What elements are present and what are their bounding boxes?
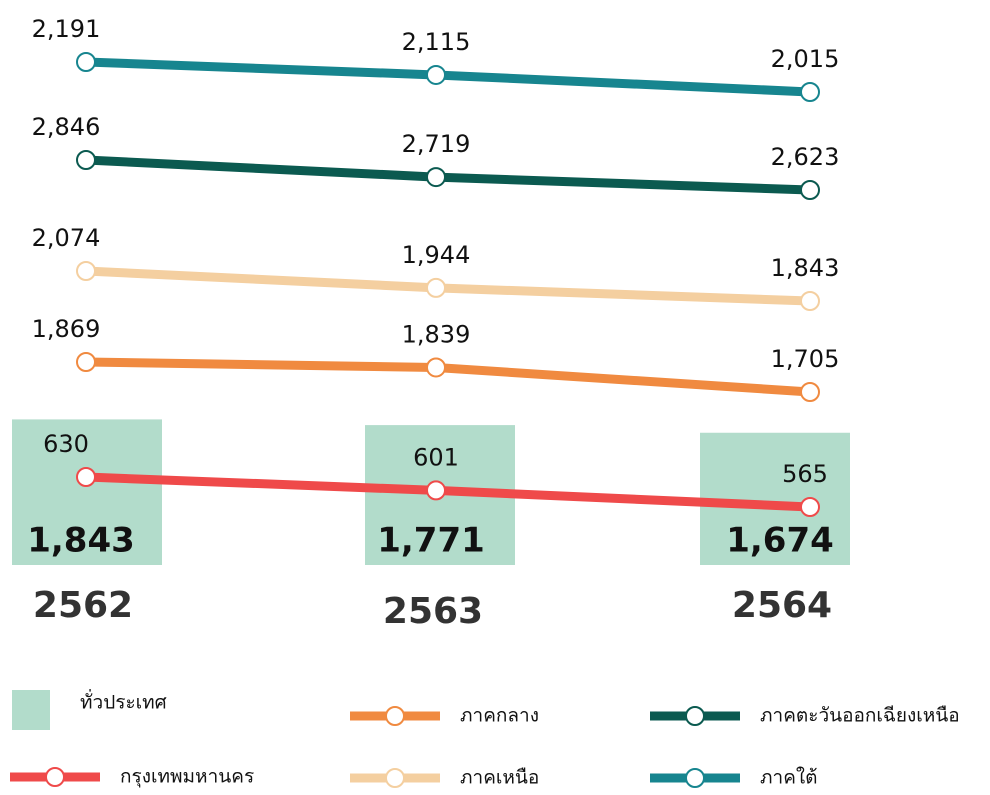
value-label: 2,846: [32, 113, 101, 141]
bar-value-label: 1,674: [726, 521, 834, 561]
point: [76, 150, 96, 170]
value-label: 2,719: [402, 130, 471, 158]
x-tick-label: 2564: [732, 585, 832, 626]
value-label: 2,191: [32, 15, 101, 43]
value-label: 1,944: [402, 241, 471, 269]
point: [426, 357, 446, 378]
x-tick-label: 2563: [383, 591, 483, 632]
x-tick-label: 2562: [33, 585, 133, 626]
value-label: 2,015: [771, 45, 840, 73]
bar-value-label: 1,843: [27, 521, 135, 561]
point: [76, 352, 96, 372]
value-label: 2,074: [32, 224, 101, 252]
value-label: 601: [413, 443, 459, 471]
legend-marker: [685, 768, 705, 788]
value-label: 1,869: [32, 315, 101, 343]
point: [800, 382, 820, 402]
legend-marker: [385, 768, 405, 788]
value-label: 1,843: [771, 254, 840, 282]
point: [76, 467, 96, 487]
point: [76, 52, 96, 72]
line: [85, 266, 811, 306]
point: [426, 64, 446, 85]
point: [426, 167, 446, 188]
value-label: 1,839: [402, 320, 471, 348]
value-label: 2,115: [402, 28, 471, 56]
legend-label: กรุงเทพมหานคร: [120, 766, 254, 789]
point: [800, 497, 820, 517]
line: [85, 57, 811, 97]
legend-marker: [685, 706, 705, 726]
legend-marker: [385, 706, 405, 726]
legend-label: ภาคกลาง: [460, 705, 539, 727]
legend-label: ภาคเหนือ: [460, 767, 539, 789]
point: [800, 180, 820, 200]
value-label: 565: [782, 460, 828, 488]
legend-swatch: [12, 690, 50, 730]
line: [85, 357, 811, 397]
value-label: 630: [43, 430, 89, 458]
bar: [12, 419, 162, 565]
value-label: 1,705: [771, 345, 840, 373]
point: [800, 82, 820, 102]
point: [76, 261, 96, 281]
legend-label: ทั่วประเทศ: [80, 689, 167, 714]
value-label: 2,623: [771, 143, 840, 171]
point: [426, 480, 446, 501]
point: [800, 291, 820, 311]
legend-label: ภาคใต้: [760, 767, 818, 789]
bar-value-label: 1,771: [377, 521, 485, 561]
point: [426, 277, 446, 298]
legend-marker: [45, 767, 65, 787]
line: [85, 155, 811, 195]
legend-label: ภาคตะวันออกเฉียงเหนือ: [760, 705, 960, 727]
